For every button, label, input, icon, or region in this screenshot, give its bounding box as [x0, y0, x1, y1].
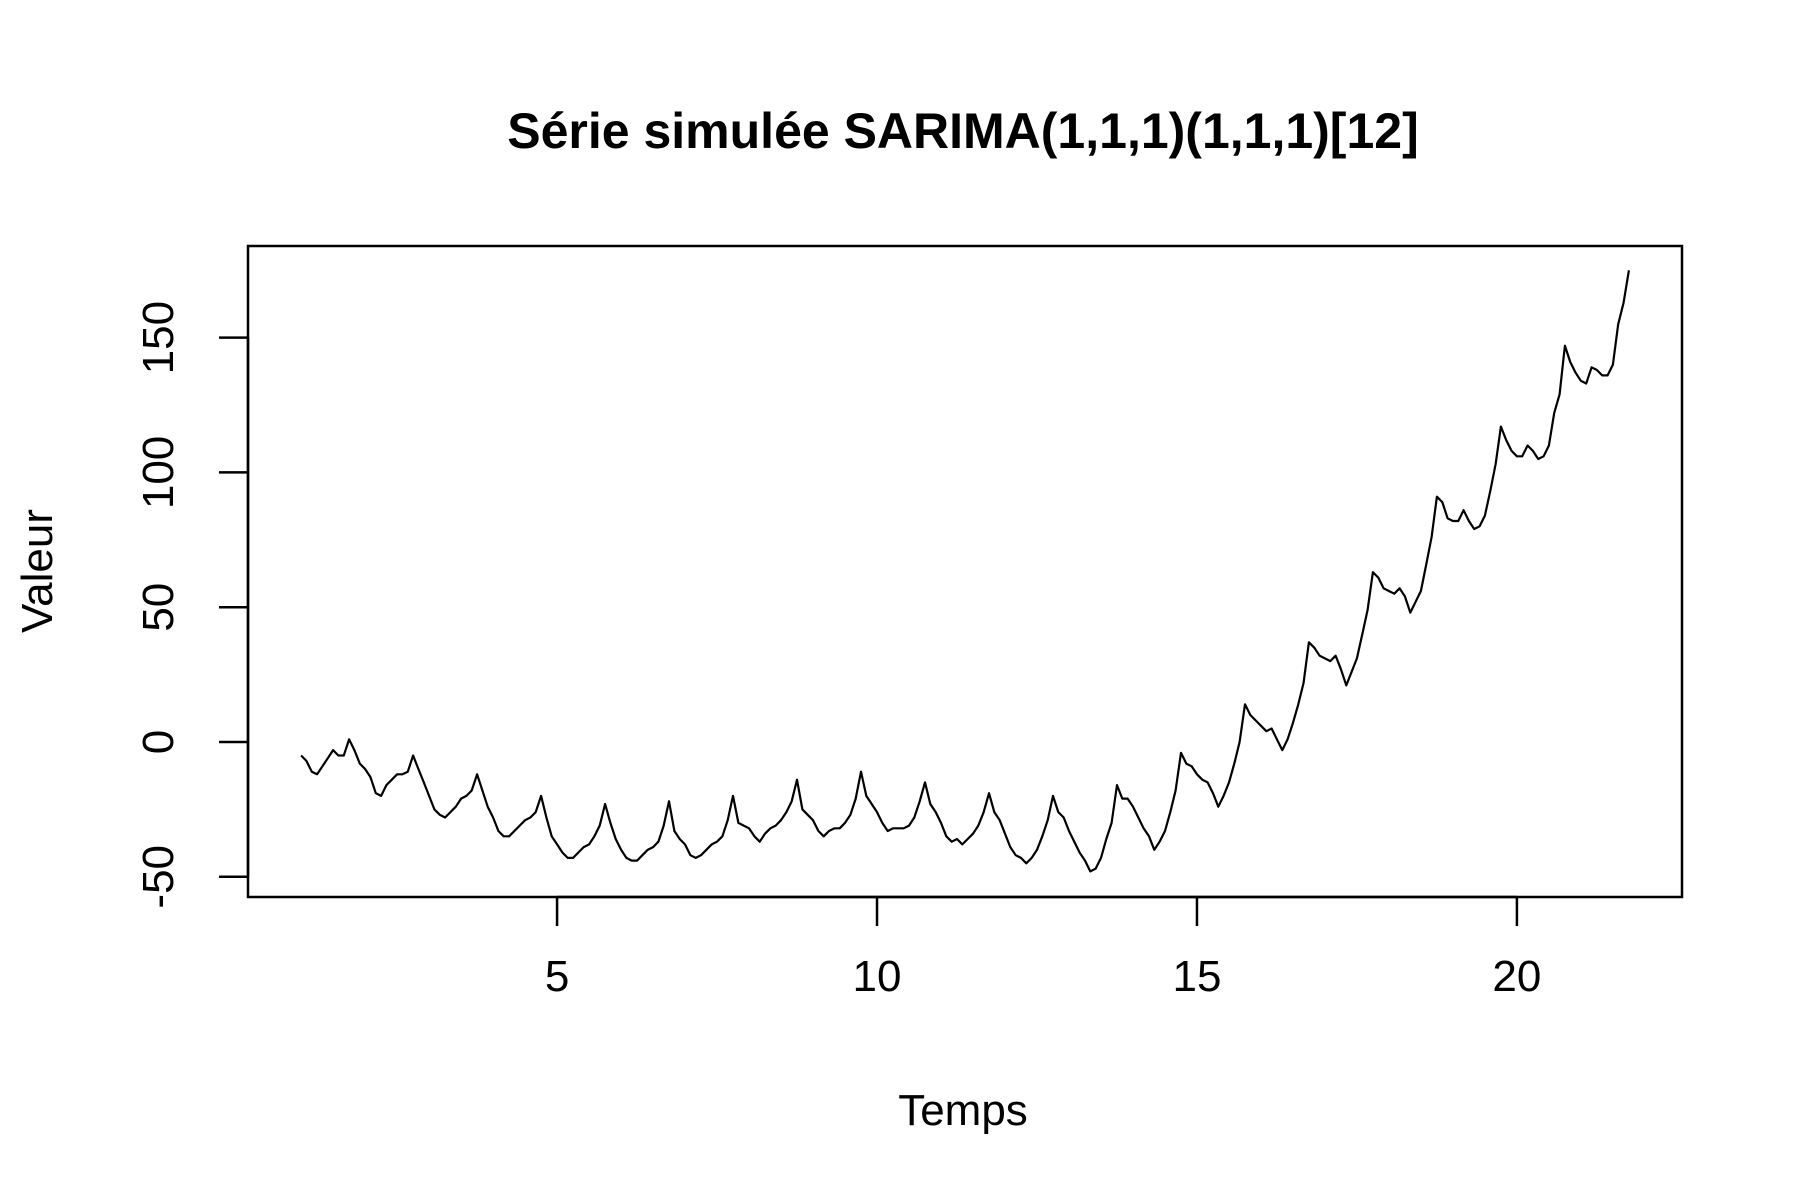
x-tick-label: 20	[1492, 952, 1541, 1001]
x-axis: 5 10 15 20	[545, 895, 1541, 1001]
plot-box	[246, 244, 1684, 899]
chart-title: Série simulée SARIMA(1,1,1)(1,1,1)[12]	[507, 103, 1418, 159]
x-tick-label: 15	[1172, 952, 1221, 1001]
x-axis-label: Temps	[898, 1086, 1028, 1135]
y-tick-label: -50	[134, 845, 183, 909]
y-tick-label: 100	[134, 436, 183, 509]
y-tick-label: 0	[134, 730, 183, 754]
y-tick-label: 150	[134, 301, 183, 374]
y-axis: -50 0 50 100 150	[134, 301, 250, 909]
x-tick-label: 5	[545, 952, 569, 1001]
y-axis-label: Valeur	[13, 509, 62, 633]
series-line	[300, 270, 1630, 873]
x-tick-label: 10	[853, 952, 902, 1001]
y-tick-label: 50	[134, 583, 183, 632]
